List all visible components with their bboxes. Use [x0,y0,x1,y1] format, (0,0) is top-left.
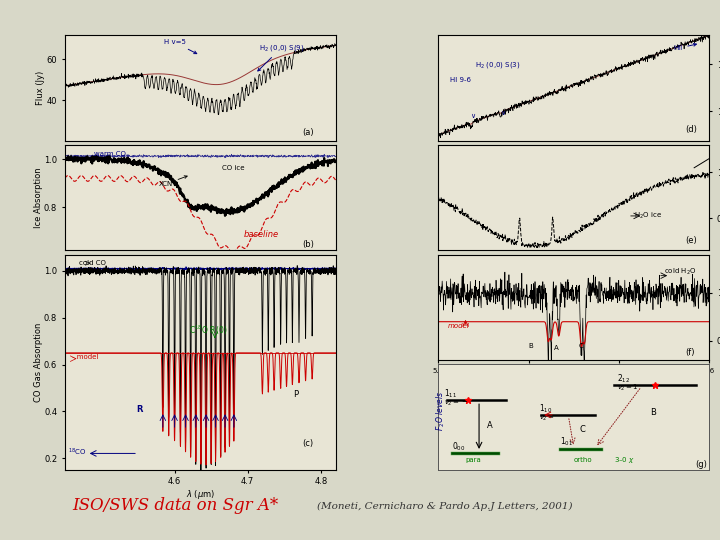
Text: $\nu_2=$: $\nu_2=$ [539,414,554,423]
Text: (Moneti, Cernicharo & Pardo Ap.J Letters, 2001): (Moneti, Cernicharo & Pardo Ap.J Letters… [317,502,572,511]
Text: 1$_{01}$: 1$_{01}$ [560,436,574,448]
Text: (b): (b) [302,240,315,249]
Text: (e): (e) [685,237,697,246]
X-axis label: $\lambda$ ($\mu$m): $\lambda$ ($\mu$m) [186,488,215,501]
Text: H v=5: H v=5 [163,39,197,53]
Text: (g): (g) [696,460,708,469]
Text: H$_2$ (0,0) S(9): H$_2$ (0,0) S(9) [258,43,305,71]
Text: 1$_{11}$: 1$_{11}$ [444,387,457,400]
Text: B: B [649,408,655,417]
Text: 2$_{12}$: 2$_{12}$ [617,373,631,385]
Text: (c): (c) [302,440,314,448]
Text: HI 9-6: HI 9-6 [451,77,472,83]
Y-axis label: Flux (Jy): Flux (Jy) [36,71,45,105]
Text: ortho: ortho [574,457,593,463]
Text: XCN: XCN [158,176,187,187]
Text: para: para [466,457,481,463]
Text: (f): (f) [685,348,695,357]
Text: R: R [137,406,143,415]
Y-axis label: CO Gas Absorption: CO Gas Absorption [34,322,42,402]
Text: H$_2$O ice: H$_2$O ice [634,211,662,221]
Text: F$_2$O levels: F$_2$O levels [434,390,447,431]
Text: $\vee$: $\vee$ [470,111,476,120]
Text: warm CO: warm CO [94,151,126,157]
Text: A: A [554,346,559,352]
Text: >: > [79,259,91,268]
Text: A: A [487,421,493,430]
Text: C: C [579,425,585,434]
Text: $\vee$: $\vee$ [500,108,506,117]
Text: - model: - model [72,354,99,360]
Text: 0$_{00}$: 0$_{00}$ [452,441,465,453]
Text: P: P [293,390,298,399]
Text: baseline: baseline [244,230,279,239]
Text: C: C [578,342,583,349]
Y-axis label: Ice Absorption: Ice Absorption [34,167,42,228]
Text: C$^{18}$O R(0): C$^{18}$O R(0) [189,323,228,337]
Text: $^{18}$CO: $^{18}$CO [68,447,87,458]
Text: 1$_{10}$: 1$_{10}$ [539,402,552,415]
Text: (d): (d) [685,125,697,134]
Text: B: B [528,342,534,349]
Text: ISO/SWS data on Sgr A*: ISO/SWS data on Sgr A* [72,497,278,514]
Text: cold H$_2$O: cold H$_2$O [664,267,696,277]
Text: 3–0 $\chi$: 3–0 $\chi$ [614,455,636,465]
Text: H$_2$ (0,0) S(3): H$_2$ (0,0) S(3) [474,60,520,70]
Text: $\nu_2=-$: $\nu_2=-$ [444,399,468,408]
Text: HII: HII [673,43,696,51]
Text: cold CO: cold CO [79,260,107,266]
Text: (a): (a) [302,127,314,137]
X-axis label: $\lambda$ ($\mu$m): $\lambda$ ($\mu$m) [559,379,588,392]
Text: $\nu_2=1$: $\nu_2=1$ [617,383,639,393]
Text: CO ice: CO ice [222,165,245,171]
Text: model: model [447,323,469,329]
